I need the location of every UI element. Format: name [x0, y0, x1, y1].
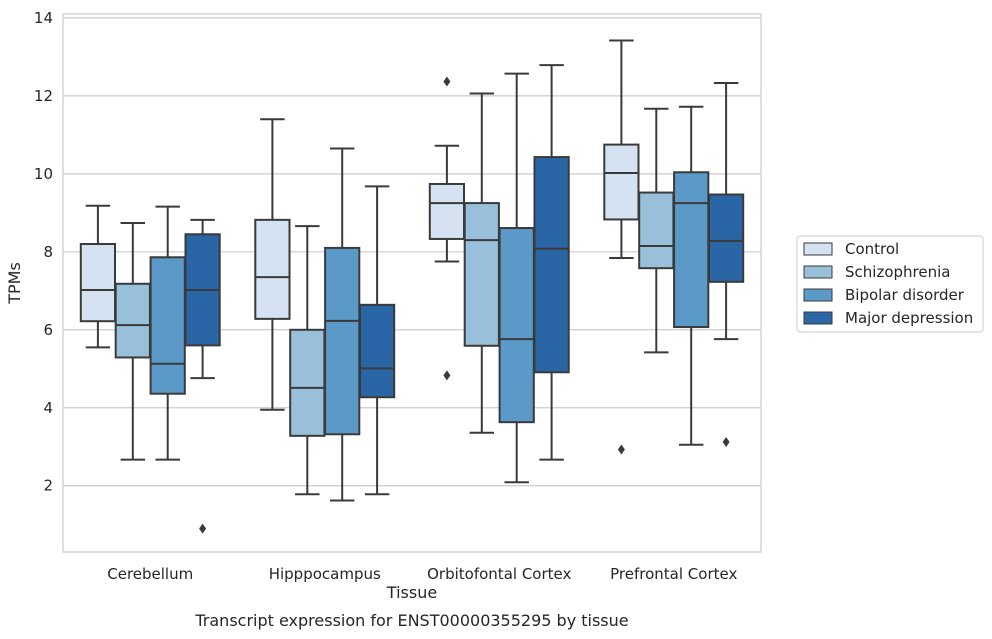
y-tick-label: 2 [43, 477, 53, 495]
box-3-0 [184, 218, 221, 534]
box-1-3 [638, 107, 675, 354]
x-tick-label: Orbitofontal Cortex [427, 565, 571, 583]
legend-frame [796, 235, 984, 333]
box-body [673, 171, 710, 329]
y-tick-label: 6 [43, 321, 53, 339]
box-body [289, 328, 326, 437]
box-3-2 [533, 64, 570, 461]
chart-caption: Transcript expression for ENST0000035529… [194, 611, 628, 630]
legend-swatch [803, 242, 833, 256]
box-3-1 [358, 185, 396, 496]
box-0-0 [79, 204, 117, 349]
box-body [533, 156, 570, 374]
legend-swatch [803, 288, 833, 302]
outlier-point [443, 370, 451, 381]
box-body [428, 182, 466, 240]
box-body [114, 282, 151, 359]
box-1-0 [114, 221, 151, 461]
box-body [498, 227, 535, 424]
y-tick-label: 8 [43, 243, 53, 261]
legend-label: Schizophrenia [845, 263, 950, 281]
x-axis-ticks: Cerebellum Hipppocampus Orbitofontal Corte… [107, 565, 737, 583]
legend-label: Major depression [845, 309, 973, 327]
box-body [79, 243, 117, 323]
legend-swatch [803, 265, 833, 279]
outlier-point [199, 523, 207, 534]
box-0-3 [603, 39, 640, 455]
box-body [358, 303, 396, 399]
outlier-point [617, 444, 625, 455]
box-body [463, 202, 500, 347]
box-1-2 [463, 92, 500, 434]
box-2-2 [498, 72, 535, 484]
y-tick-label: 4 [43, 399, 53, 417]
plot-frame [62, 13, 762, 553]
y-axis-label: TPMs [5, 262, 24, 305]
plot-area [79, 39, 745, 534]
box-0-1 [254, 118, 291, 411]
legend-swatch [803, 311, 833, 325]
outlier-point [443, 76, 451, 87]
y-tick-label: 10 [34, 165, 53, 183]
box-body [324, 246, 361, 436]
x-tick-label: Cerebellum [107, 565, 193, 583]
legend: Control Schizophrenia Bipolar disorder Majo… [796, 235, 984, 333]
box-2-1 [324, 147, 361, 502]
legend-label: Bipolar disorder [845, 286, 965, 304]
box-3-3 [707, 82, 745, 448]
box-1-1 [289, 225, 326, 496]
box-body [707, 193, 745, 283]
box-body [149, 256, 186, 395]
box-body [603, 143, 640, 221]
box-2-0 [149, 205, 186, 461]
outlier-point [722, 437, 730, 448]
box-2-3 [673, 105, 710, 446]
y-axis-ticks: 2 4 6 8 10 12 14 [34, 9, 53, 495]
x-tick-label: Hipppocampus [269, 565, 381, 583]
box-0-2 [428, 76, 466, 381]
y-tick-label: 14 [34, 9, 53, 27]
legend-label: Control [845, 240, 899, 258]
box-body [638, 191, 675, 270]
box-body [254, 218, 291, 320]
x-tick-label: Prefrontal Cortex [610, 565, 737, 583]
y-tick-label: 12 [34, 87, 53, 105]
x-axis-label: Tissue [386, 583, 437, 602]
